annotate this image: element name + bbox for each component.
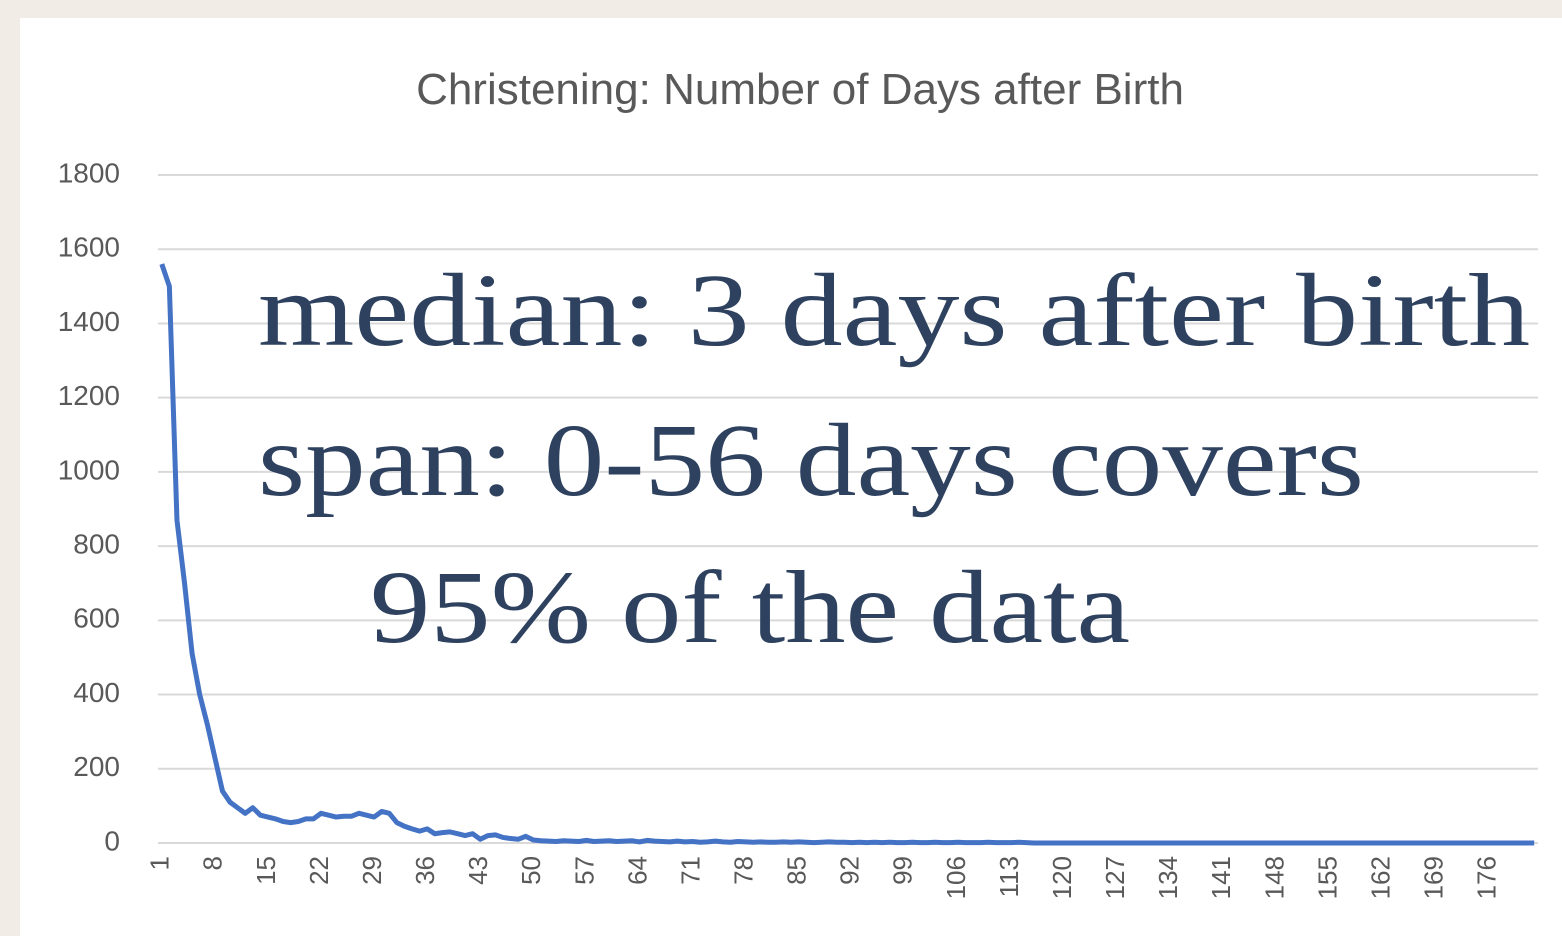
annotation: 95% of the data — [370, 550, 1130, 665]
x-tick-label: 127 — [1100, 856, 1130, 899]
x-tick-label: 36 — [410, 856, 440, 885]
chart-title: Christening: Number of Days after Birth — [416, 65, 1184, 114]
x-tick-label: 113 — [994, 856, 1024, 897]
y-tick-label: 400 — [73, 677, 120, 708]
y-tick-label: 1200 — [58, 380, 120, 411]
x-tick-label: 15 — [251, 856, 281, 885]
x-tick-label: 85 — [782, 856, 812, 885]
data-line — [159, 263, 1535, 846]
x-tick-label: 120 — [1047, 856, 1077, 899]
x-tick-label: 1 — [145, 856, 175, 870]
x-tick-label: 22 — [304, 856, 334, 885]
x-tick-label: 64 — [622, 856, 652, 885]
x-tick-label: 155 — [1312, 856, 1342, 899]
x-tick-label: 29 — [357, 856, 387, 885]
x-tick-label: 8 — [198, 856, 228, 870]
x-tick-label: 148 — [1259, 856, 1289, 899]
x-tick-label: 162 — [1365, 856, 1395, 899]
x-tick-label: 106 — [941, 856, 971, 899]
y-tick-label: 1400 — [58, 306, 120, 337]
y-tick-label: 1600 — [58, 232, 120, 263]
x-tick-label: 141 — [1206, 856, 1236, 899]
y-tick-label: 1800 — [58, 157, 120, 188]
y-tick-label: 200 — [73, 751, 120, 782]
chart-area — [20, 18, 1562, 936]
x-tick-label: 71 — [675, 856, 705, 885]
y-tick-label: 800 — [73, 529, 120, 560]
y-tick-label: 0 — [104, 825, 120, 856]
x-tick-label: 43 — [463, 856, 493, 885]
x-tick-label: 78 — [729, 856, 759, 885]
y-tick-label: 600 — [73, 603, 120, 634]
y-tick-label: 1000 — [58, 454, 120, 485]
x-tick-label: 50 — [516, 856, 546, 885]
annotation: span: 0-56 days covers — [258, 403, 1364, 518]
x-tick-label: 134 — [1153, 856, 1183, 899]
x-tick-label: 57 — [569, 856, 599, 885]
x-tick-label: 176 — [1472, 856, 1502, 899]
x-tick-label: 169 — [1419, 856, 1449, 899]
x-tick-label: 99 — [888, 856, 918, 885]
annotation: median: 3 days after birth — [258, 253, 1530, 368]
x-tick-label: 92 — [835, 856, 865, 885]
